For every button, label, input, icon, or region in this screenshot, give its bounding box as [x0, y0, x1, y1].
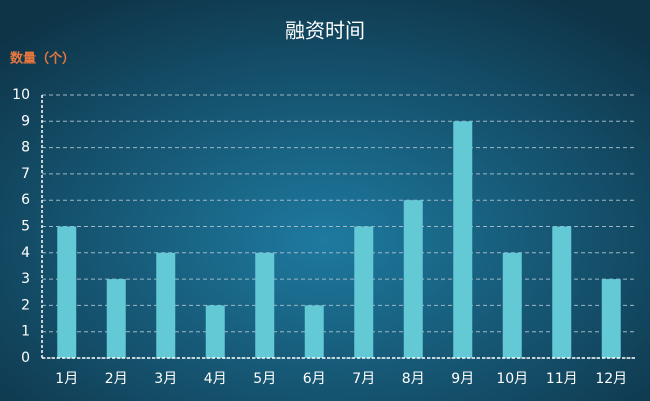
x-tick-label: 6月 [303, 371, 326, 387]
bar [205, 305, 225, 358]
y-tick-label: 0 [21, 350, 30, 366]
y-tick-label: 8 [21, 140, 30, 156]
y-tick-label: 6 [21, 192, 30, 208]
bar [354, 226, 374, 358]
y-tick-label: 1 [21, 324, 30, 340]
x-tick-label: 1月 [55, 371, 78, 387]
y-tick-label: 3 [21, 271, 30, 287]
y-tick-label: 5 [21, 219, 30, 235]
y-tick-label: 2 [21, 297, 30, 313]
y-tick-label: 9 [21, 113, 30, 129]
bar [57, 226, 77, 358]
bar [106, 279, 126, 358]
x-tick-label: 7月 [352, 371, 375, 387]
bar [601, 279, 621, 358]
x-tick-label: 10月 [496, 371, 528, 387]
y-tick-label: 4 [21, 245, 30, 261]
x-tick-label: 11月 [546, 371, 578, 387]
chart-title: 融资时间 [285, 19, 365, 43]
x-tick-label: 9月 [451, 371, 474, 387]
bar [304, 305, 324, 358]
y-tick-label: 10 [12, 87, 30, 103]
x-tick-label: 12月 [595, 371, 627, 387]
bar [502, 252, 522, 358]
y-tick-label: 7 [21, 166, 30, 182]
bar [156, 252, 176, 358]
bar [453, 121, 473, 358]
bar [403, 200, 423, 358]
x-tick-label: 4月 [204, 371, 227, 387]
bar [255, 252, 275, 358]
x-tick-label: 3月 [154, 371, 177, 387]
x-tick-label: 2月 [105, 371, 128, 387]
x-tick-label: 5月 [253, 371, 276, 387]
y-axis-label: 数量（个） [10, 51, 75, 67]
x-tick-label: 8月 [402, 371, 425, 387]
bar [552, 226, 572, 358]
